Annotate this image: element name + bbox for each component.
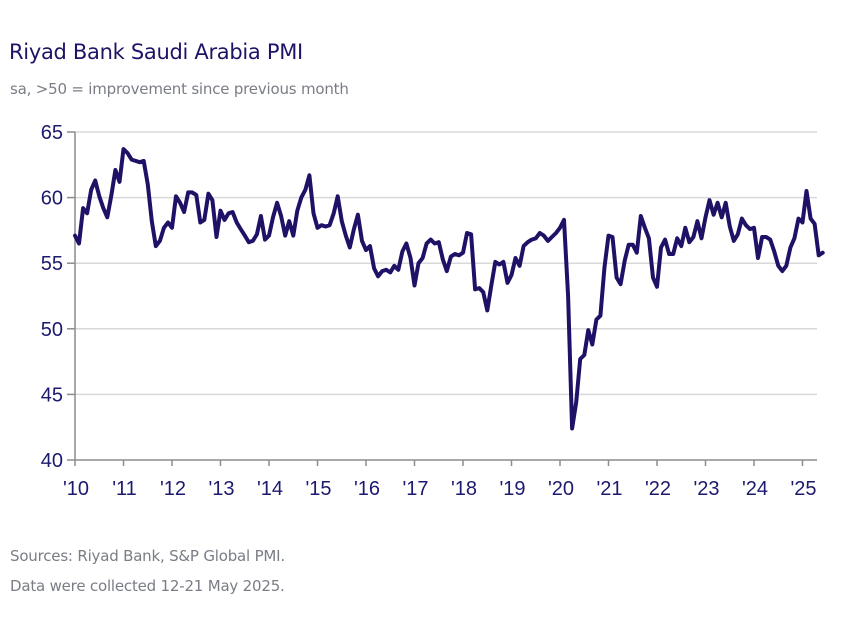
x-tick-label: '12 <box>160 478 186 500</box>
collection-date-note: Data were collected 12-21 May 2025. <box>10 577 285 595</box>
x-tick-label: '16 <box>354 478 380 500</box>
sources-note: Sources: Riyad Bank, S&P Global PMI. <box>10 547 285 565</box>
x-tick-label: '25 <box>790 478 816 500</box>
y-tick-label: 50 <box>41 319 63 341</box>
y-tick-label: 55 <box>41 253 63 275</box>
x-tick-label: '17 <box>402 478 428 500</box>
pmi-series-line <box>73 147 825 431</box>
x-tick-label: '13 <box>208 478 234 500</box>
x-tick-label: '21 <box>596 478 622 500</box>
y-tick-label: 60 <box>41 188 63 210</box>
y-tick-label: 40 <box>41 450 63 472</box>
x-tick-label: '22 <box>645 478 671 500</box>
x-tick-label: '18 <box>451 478 477 500</box>
x-tick-label: '19 <box>499 478 525 500</box>
chart-subtitle: sa, >50 = improvement since previous mon… <box>10 80 349 98</box>
x-tick-label: '15 <box>305 478 331 500</box>
x-tick-label: '24 <box>742 478 768 500</box>
y-tick-label: 45 <box>41 384 63 406</box>
chart-title: Riyad Bank Saudi Arabia PMI <box>9 40 303 64</box>
x-tick-label: '23 <box>693 478 719 500</box>
x-tick-label: '10 <box>63 478 89 500</box>
x-tick-label: '20 <box>548 478 574 500</box>
y-tick-label: 65 <box>41 122 63 144</box>
x-tick-label: '14 <box>257 478 283 500</box>
x-tick-label: '11 <box>112 478 137 500</box>
